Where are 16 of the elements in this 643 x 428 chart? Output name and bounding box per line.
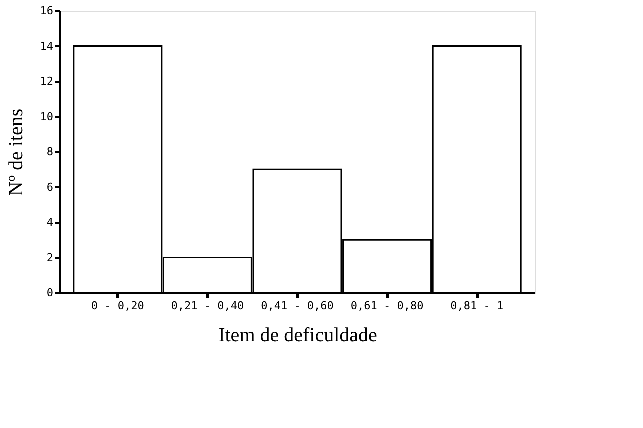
- y-tick-label: 6: [46, 180, 54, 194]
- x-tick-label: 0,21 - 0,40: [171, 300, 244, 312]
- x-axis-title: Item de deficuldade: [218, 324, 378, 346]
- y-tick-label: 0: [46, 286, 54, 300]
- y-tick-label: 10: [40, 110, 54, 124]
- y-tick-label: 2: [46, 251, 54, 264]
- y-axis-title: Nº de itens: [5, 108, 28, 196]
- y-tick-label: 14: [40, 40, 54, 53]
- x-tick-label: 0,41 - 0,60: [261, 300, 334, 312]
- x-tick-label: 0,81 - 1: [450, 300, 504, 312]
- y-tick-label: 16: [40, 4, 54, 18]
- y-tick-label: 8: [46, 146, 54, 158]
- x-tick-label: 0 - 0,20: [91, 300, 144, 312]
- y-tick-label: 12: [40, 75, 54, 88]
- x-tick-label: 0,61 - 0,80: [350, 300, 424, 312]
- y-tick-label: 4: [46, 216, 54, 229]
